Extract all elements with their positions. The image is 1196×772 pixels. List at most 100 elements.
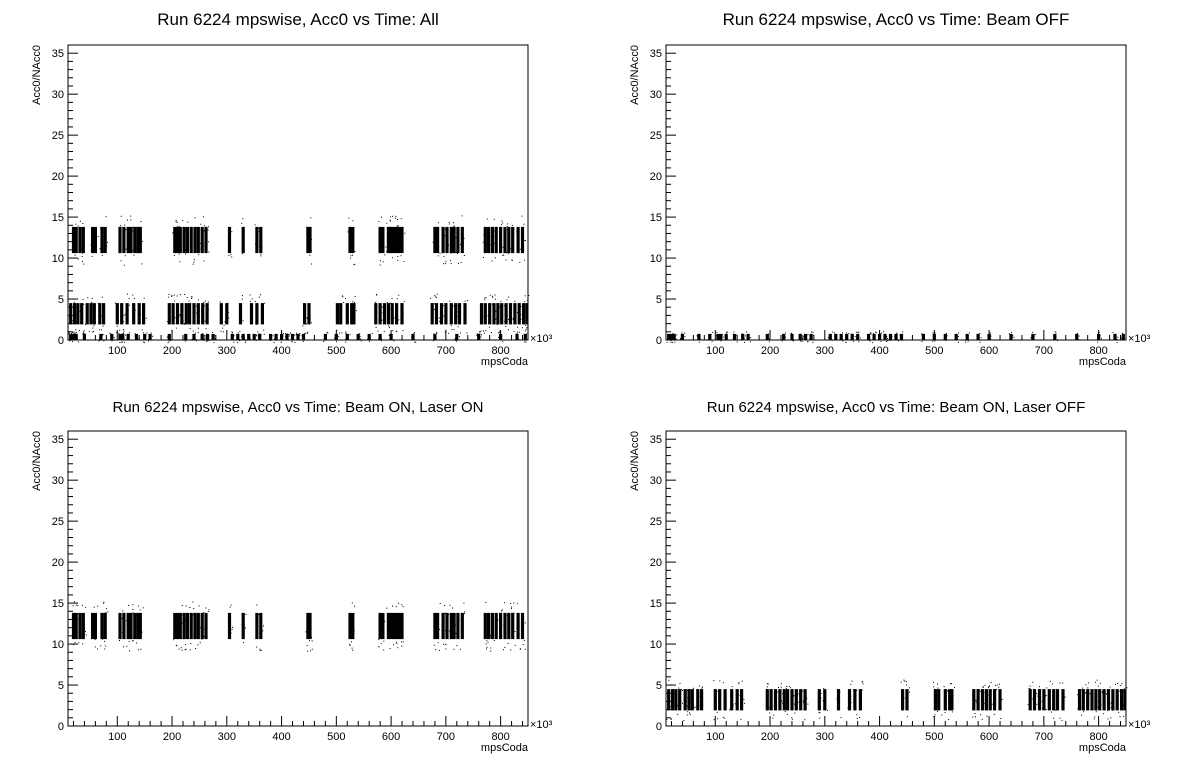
data-point-beam-off bbox=[746, 331, 748, 333]
data-cluster-beam-off bbox=[1075, 333, 1079, 340]
data-point-beam-off bbox=[113, 337, 115, 339]
data-point-laser-on bbox=[203, 612, 205, 614]
data-cluster-laser-on bbox=[436, 226, 440, 254]
data-point-laser-on bbox=[512, 244, 514, 246]
x-tick-label: 800 bbox=[1089, 345, 1107, 357]
data-cluster-laser-off bbox=[1052, 689, 1056, 711]
data-point-laser-off bbox=[128, 298, 130, 300]
data-point-laser-on bbox=[190, 244, 192, 246]
data-point-laser-on bbox=[193, 607, 195, 609]
data-point-laser-on bbox=[450, 252, 452, 254]
data-point-laser-off bbox=[904, 680, 906, 682]
data-point-laser-on bbox=[126, 620, 127, 622]
x-tick-label: 200 bbox=[163, 345, 181, 357]
data-point-beam-off bbox=[73, 333, 75, 335]
data-point-laser-off bbox=[141, 329, 143, 331]
data-cluster-laser-on bbox=[436, 612, 440, 640]
data-point-laser-on bbox=[511, 224, 513, 226]
data-cluster-laser-off bbox=[98, 303, 102, 325]
data-cluster-beam-off bbox=[148, 333, 152, 340]
data-point-laser-on bbox=[392, 215, 393, 217]
data-point-laser-off bbox=[191, 296, 193, 298]
data-point-laser-off bbox=[736, 690, 738, 692]
data-point-beam-off bbox=[295, 334, 297, 335]
data-point-laser-on bbox=[503, 649, 504, 651]
data-point-laser-on bbox=[517, 237, 519, 238]
data-point-beam-off bbox=[710, 337, 712, 339]
data-point-laser-on bbox=[482, 257, 484, 258]
data-point-beam-off bbox=[701, 339, 702, 341]
data-point-laser-off bbox=[73, 307, 75, 309]
data-point-beam-off bbox=[813, 334, 814, 336]
data-point-laser-off bbox=[389, 302, 391, 304]
data-point-laser-on bbox=[391, 257, 393, 259]
data-point-laser-on bbox=[133, 636, 135, 638]
data-point-beam-off bbox=[380, 334, 381, 336]
data-point-beam-off bbox=[212, 332, 214, 333]
data-point-beam-off bbox=[114, 339, 115, 341]
data-point-laser-off bbox=[729, 709, 731, 711]
data-point-laser-off bbox=[123, 330, 125, 332]
data-point-laser-off bbox=[382, 312, 384, 314]
data-point-laser-on bbox=[461, 215, 463, 217]
data-point-laser-off bbox=[788, 686, 790, 687]
x-tick-label: 600 bbox=[980, 731, 998, 743]
data-point-laser-on bbox=[519, 248, 521, 250]
data-point-laser-on bbox=[104, 648, 106, 650]
data-point-laser-on bbox=[106, 608, 107, 610]
data-point-laser-on bbox=[501, 224, 502, 226]
data-point-laser-on bbox=[107, 241, 108, 243]
data-point-beam-off bbox=[811, 331, 813, 333]
data-point-laser-on bbox=[182, 616, 184, 618]
data-point-beam-off bbox=[800, 340, 801, 342]
data-point-beam-off bbox=[958, 332, 960, 334]
data-point-laser-on bbox=[402, 641, 404, 643]
data-cluster-laser-off bbox=[449, 303, 453, 325]
data-point-laser-on bbox=[439, 252, 441, 254]
data-point-beam-off bbox=[831, 339, 833, 341]
data-point-laser-on bbox=[122, 610, 124, 612]
data-point-laser-off bbox=[336, 312, 338, 314]
data-point-laser-off bbox=[701, 693, 703, 695]
data-point-laser-on bbox=[105, 612, 107, 614]
data-cluster-beam-off bbox=[411, 333, 415, 340]
data-cluster-beam-off bbox=[99, 333, 103, 340]
data-point-laser-off bbox=[850, 683, 852, 685]
data-point-beam-off bbox=[371, 333, 373, 335]
data-point-beam-off bbox=[891, 335, 893, 337]
data-cluster-beam-off bbox=[987, 333, 991, 340]
data-point-laser-off bbox=[241, 298, 243, 300]
data-cluster-laser-off bbox=[184, 303, 188, 325]
data-point-laser-on bbox=[387, 633, 389, 635]
data-point-beam-off bbox=[191, 338, 193, 340]
data-cluster-beam-off bbox=[367, 333, 371, 340]
data-point-laser-off bbox=[944, 712, 946, 713]
y-tick-label: 15 bbox=[650, 598, 662, 610]
data-point-laser-on bbox=[97, 236, 99, 237]
data-cluster-laser-on bbox=[91, 612, 95, 640]
data-point-laser-off bbox=[993, 713, 995, 715]
data-point-beam-off bbox=[301, 335, 303, 337]
data-point-laser-off bbox=[309, 316, 311, 318]
data-point-beam-off bbox=[258, 333, 260, 335]
data-point-laser-off bbox=[1095, 681, 1096, 683]
data-point-laser-off bbox=[203, 301, 205, 303]
data-point-laser-off bbox=[722, 682, 724, 684]
data-point-laser-on bbox=[524, 622, 526, 624]
data-point-beam-off bbox=[338, 336, 340, 338]
data-point-laser-on bbox=[397, 225, 399, 226]
data-point-beam-off bbox=[811, 334, 813, 336]
data-point-beam-off bbox=[868, 335, 870, 336]
data-point-laser-on bbox=[85, 631, 86, 633]
data-point-laser-on bbox=[511, 259, 513, 261]
data-point-beam-off bbox=[327, 332, 329, 334]
data-point-laser-on bbox=[453, 225, 455, 227]
data-cluster-laser-on bbox=[204, 226, 208, 254]
data-point-laser-off bbox=[86, 318, 88, 319]
data-point-laser-on bbox=[460, 262, 462, 263]
data-cluster-laser-on bbox=[433, 612, 437, 640]
data-point-laser-on bbox=[241, 624, 243, 626]
data-point-beam-off bbox=[696, 335, 698, 337]
data-point-beam-off bbox=[1124, 337, 1125, 339]
data-point-laser-off bbox=[670, 718, 672, 720]
